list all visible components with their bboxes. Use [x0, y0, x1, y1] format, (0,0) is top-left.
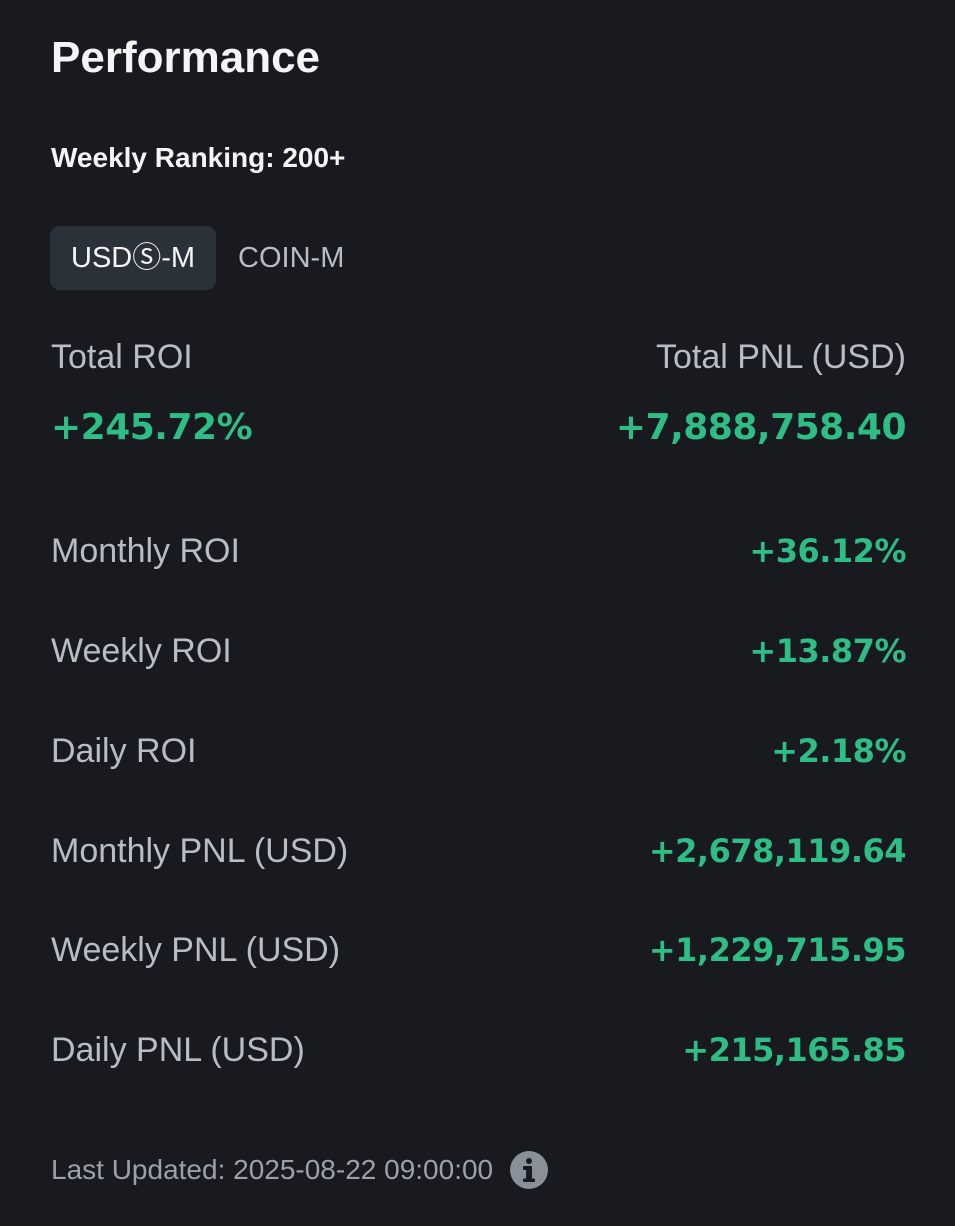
- page-title: Performance: [51, 33, 321, 82]
- tab-usds-m[interactable]: USDⓈ-M: [50, 226, 217, 290]
- info-icon[interactable]: [509, 1150, 549, 1190]
- stat-value: +2,678,119.64: [648, 832, 907, 870]
- weekly-ranking: Weekly Ranking: 200+: [51, 142, 346, 173]
- last-updated-text: Last Updated: 2025-08-22 09:00:00: [51, 1154, 494, 1185]
- stat-value: +2.18%: [771, 732, 906, 770]
- stat-row-weekly-roi: Weekly ROI +13.87%: [51, 629, 906, 673]
- stat-value: +1,229,715.95: [648, 931, 907, 969]
- market-tabs: USDⓈ-M COIN-M: [50, 226, 344, 290]
- stat-row-monthly-roi: Monthly ROI +36.12%: [51, 529, 906, 573]
- total-roi-label: Total ROI: [51, 338, 193, 376]
- stat-row-daily-pnl: Daily PNL (USD) +215,165.85: [51, 1028, 906, 1072]
- stat-label: Daily ROI: [51, 732, 197, 770]
- total-roi-value: +245.72%: [51, 407, 253, 448]
- total-pnl-label: Total PNL (USD): [655, 338, 906, 376]
- stat-value: +215,165.85: [682, 1031, 906, 1069]
- stat-value: +36.12%: [749, 532, 906, 570]
- stat-value: +13.87%: [749, 632, 906, 670]
- stat-label: Weekly PNL (USD): [51, 931, 341, 969]
- stat-row-weekly-pnl: Weekly PNL (USD) +1,229,715.95: [51, 928, 907, 972]
- tab-coin-m[interactable]: COIN-M: [238, 242, 345, 274]
- last-updated-footer: Last Updated: 2025-08-22 09:00:00: [51, 1150, 549, 1190]
- stat-row-monthly-pnl: Monthly PNL (USD) +2,678,119.64: [51, 829, 907, 873]
- total-pnl-value: +7,888,758.40: [615, 407, 907, 448]
- stat-label: Monthly PNL (USD): [51, 832, 349, 870]
- stat-label: Monthly ROI: [51, 532, 240, 570]
- stat-label: Weekly ROI: [51, 632, 232, 670]
- stat-label: Daily PNL (USD): [51, 1031, 305, 1069]
- stat-row-daily-roi: Daily ROI +2.18%: [51, 729, 906, 773]
- performance-panel: Performance Weekly Ranking: 200+ USDⓈ-M …: [50, 0, 907, 1226]
